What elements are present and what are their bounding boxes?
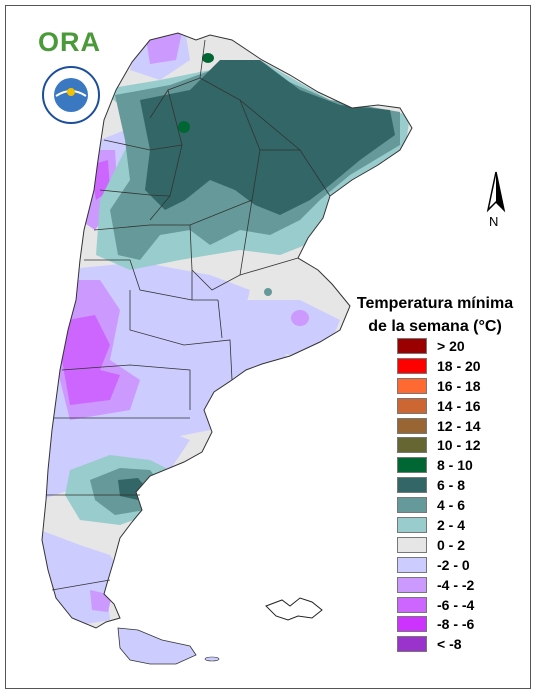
legend-title-line1: Temperatura mínima	[356, 295, 514, 312]
legend-swatch	[397, 636, 427, 653]
legend-label: 12 - 14	[437, 417, 481, 434]
zone-minus6-minus4-west	[62, 315, 120, 405]
legend-swatch	[397, 536, 427, 553]
legend-swatch	[397, 596, 427, 613]
zone-minus4-minus2-top	[145, 33, 182, 64]
province-borders	[41, 32, 413, 629]
legend-label: -2 - 0	[437, 556, 470, 573]
legend-swatch	[397, 497, 427, 514]
legend-swatch	[397, 377, 427, 394]
legend-swatch	[397, 417, 427, 434]
legend-swatch	[397, 357, 427, 374]
islas-malvinas	[265, 597, 323, 621]
smn-seal-icon	[42, 66, 100, 124]
legend-title-line2: de la semana (°C)	[368, 318, 502, 335]
legend-swatch	[397, 397, 427, 414]
legend-label: 8 - 10	[437, 457, 473, 474]
legend-swatch	[397, 517, 427, 534]
legend-swatch	[397, 556, 427, 573]
zone-minus4-minus2-spot	[291, 310, 309, 326]
legend-label: 6 - 8	[437, 477, 466, 494]
legend-label: 16 - 18	[437, 377, 481, 394]
legend-label: 14 - 16	[437, 397, 481, 414]
legend-label: 10 - 12	[437, 437, 481, 454]
zone-8-10-tucuman	[178, 121, 190, 133]
legend-label: > 20	[437, 338, 465, 354]
zone-minus2-0-east	[235, 300, 340, 355]
legend-label: 4 - 6	[437, 497, 466, 514]
ora-logo-text: ORA	[38, 27, 101, 57]
legend-title: Temperatura mínima de la semana (°C)	[340, 292, 530, 338]
north-arrow-icon	[486, 171, 506, 213]
north-label: N	[489, 214, 499, 229]
legend-label: -6 - -4	[437, 596, 475, 613]
legend-swatch	[397, 616, 427, 633]
legend-label: -4 - -2	[437, 576, 475, 593]
legend-swatch	[397, 437, 427, 454]
legend-swatch	[397, 477, 427, 494]
legend-swatch	[397, 457, 427, 474]
legend-swatch	[397, 576, 427, 593]
zone-6-8-north	[140, 60, 395, 215]
zone-minus4-minus2-southtip	[90, 590, 112, 612]
legend-label: < -8	[437, 636, 462, 653]
legend-label: 18 - 20	[437, 357, 481, 374]
ora-logo: ORA	[38, 27, 101, 58]
legend-label: -8 - -6	[437, 616, 475, 633]
legend-swatch	[397, 338, 427, 354]
tierra-del-fuego	[117, 627, 197, 665]
zone-8-10-north	[202, 53, 214, 63]
zone-6-8-small	[264, 288, 272, 296]
isla-de-los-estados	[204, 656, 220, 662]
legend-label: 0 - 2	[437, 536, 466, 553]
legend-label: 2 - 4	[437, 517, 466, 534]
